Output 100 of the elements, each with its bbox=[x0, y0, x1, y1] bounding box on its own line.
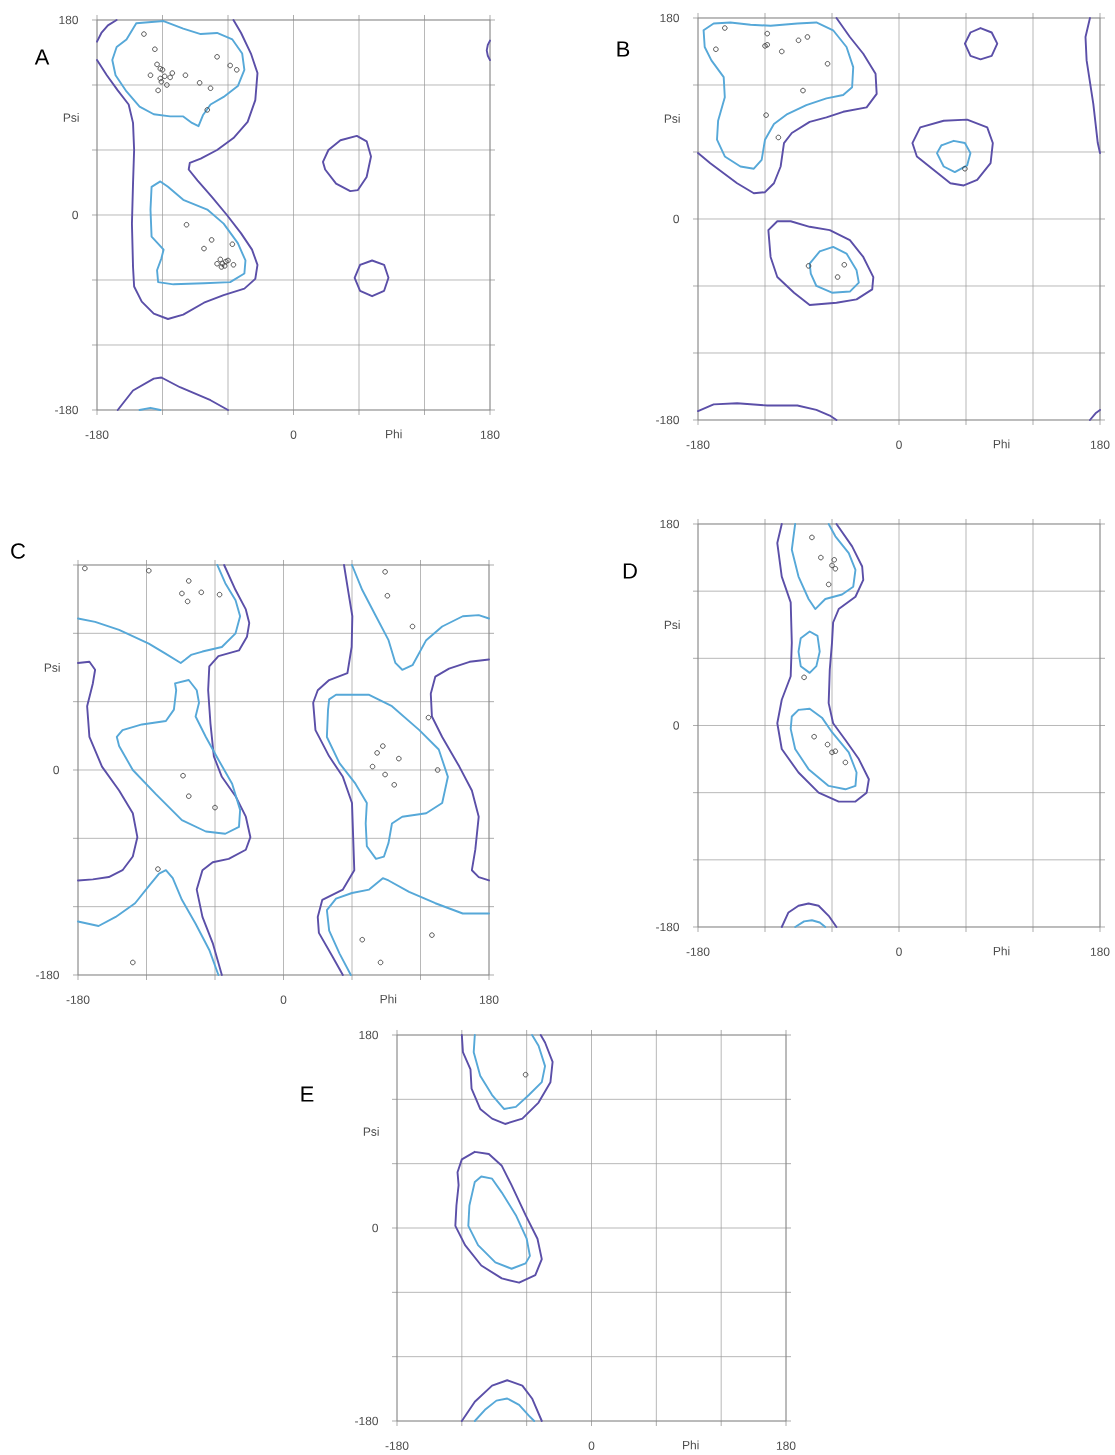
y-tick-label: -180 bbox=[55, 405, 79, 415]
point bbox=[811, 733, 817, 740]
line-series bbox=[96, 19, 259, 320]
x-axis-title: Phi bbox=[386, 429, 402, 439]
point bbox=[185, 793, 192, 799]
point bbox=[829, 562, 835, 569]
point bbox=[82, 565, 88, 572]
point bbox=[382, 569, 388, 575]
point bbox=[182, 72, 189, 78]
point bbox=[795, 37, 802, 44]
point bbox=[763, 112, 769, 118]
text: E bbox=[301, 1086, 314, 1102]
point bbox=[842, 759, 849, 766]
line-series bbox=[485, 39, 491, 62]
x-axis-title: Phi bbox=[993, 439, 1010, 449]
y-tick-label: 0 bbox=[372, 1223, 379, 1233]
x-tick-label: -180 bbox=[385, 1441, 409, 1450]
line-series bbox=[115, 679, 242, 835]
point bbox=[141, 31, 147, 37]
point bbox=[804, 34, 811, 40]
x-axis-title: Phi bbox=[683, 1440, 699, 1450]
y-tick-label: -180 bbox=[355, 1416, 379, 1426]
x-tick-label: 0 bbox=[290, 430, 297, 439]
point bbox=[179, 590, 185, 597]
x-tick-label: -180 bbox=[85, 430, 109, 439]
point bbox=[155, 87, 161, 94]
point bbox=[779, 48, 785, 55]
point bbox=[208, 237, 215, 243]
text: A bbox=[34, 49, 50, 65]
x-tick-label: 180 bbox=[776, 1441, 796, 1450]
point bbox=[216, 591, 223, 598]
x-axis-title: Phi bbox=[993, 946, 1010, 956]
point bbox=[391, 782, 397, 788]
line-series bbox=[454, 1150, 543, 1284]
line-series bbox=[312, 564, 356, 976]
y-axis-title: Psi bbox=[363, 1127, 379, 1136]
point bbox=[429, 932, 435, 938]
line-series bbox=[111, 20, 246, 128]
point bbox=[155, 866, 161, 872]
line-series bbox=[776, 523, 870, 803]
line-series bbox=[353, 259, 390, 298]
point bbox=[369, 763, 376, 770]
y-tick-label: 0 bbox=[72, 210, 79, 220]
point bbox=[185, 578, 192, 584]
point bbox=[809, 534, 815, 541]
y-tick-label: 0 bbox=[673, 214, 680, 224]
point bbox=[230, 262, 237, 268]
line-series bbox=[325, 693, 449, 860]
point bbox=[764, 30, 770, 37]
line-series bbox=[77, 660, 139, 882]
x-tick-label: -180 bbox=[66, 995, 90, 1004]
point bbox=[831, 557, 837, 563]
x-tick-label: 180 bbox=[1090, 947, 1110, 956]
point bbox=[824, 741, 831, 748]
line-series bbox=[325, 877, 490, 976]
line-series bbox=[195, 564, 252, 976]
point bbox=[380, 743, 386, 749]
line-series bbox=[96, 19, 118, 43]
line-series bbox=[789, 707, 858, 791]
line-series bbox=[460, 1379, 543, 1422]
point bbox=[204, 107, 211, 113]
line-series bbox=[797, 630, 821, 674]
line-series bbox=[780, 902, 838, 928]
point bbox=[713, 46, 719, 52]
line-series bbox=[963, 27, 999, 61]
point bbox=[805, 263, 812, 269]
line-series bbox=[808, 245, 860, 294]
y-axis-title: Psi bbox=[664, 114, 680, 123]
y-tick-label: 0 bbox=[53, 765, 60, 775]
point bbox=[214, 260, 220, 267]
y-tick-label: 0 bbox=[673, 721, 680, 730]
point bbox=[801, 674, 807, 681]
point bbox=[825, 581, 832, 588]
point bbox=[217, 256, 224, 263]
point bbox=[377, 959, 384, 966]
x-tick-label: -180 bbox=[686, 440, 710, 449]
point bbox=[201, 245, 207, 252]
x-axis-title: Phi bbox=[380, 994, 397, 1004]
line-series bbox=[767, 220, 875, 306]
point bbox=[147, 72, 154, 78]
point bbox=[184, 598, 191, 605]
chart-title: C bbox=[11, 543, 26, 559]
line-series bbox=[1084, 17, 1101, 155]
line-series bbox=[702, 21, 855, 170]
text: D bbox=[623, 563, 637, 579]
line-series bbox=[149, 180, 247, 286]
point bbox=[183, 221, 190, 228]
point bbox=[154, 61, 160, 68]
point bbox=[169, 70, 176, 76]
point bbox=[198, 589, 205, 596]
point bbox=[382, 771, 388, 778]
y-tick-label: 180 bbox=[660, 519, 680, 529]
point bbox=[359, 936, 366, 943]
point bbox=[832, 748, 839, 754]
point bbox=[233, 67, 240, 73]
point bbox=[829, 749, 835, 756]
line-series bbox=[697, 402, 838, 421]
y-tick-label: 180 bbox=[359, 1030, 379, 1040]
x-tick-label: 0 bbox=[896, 440, 902, 449]
point bbox=[146, 567, 152, 574]
